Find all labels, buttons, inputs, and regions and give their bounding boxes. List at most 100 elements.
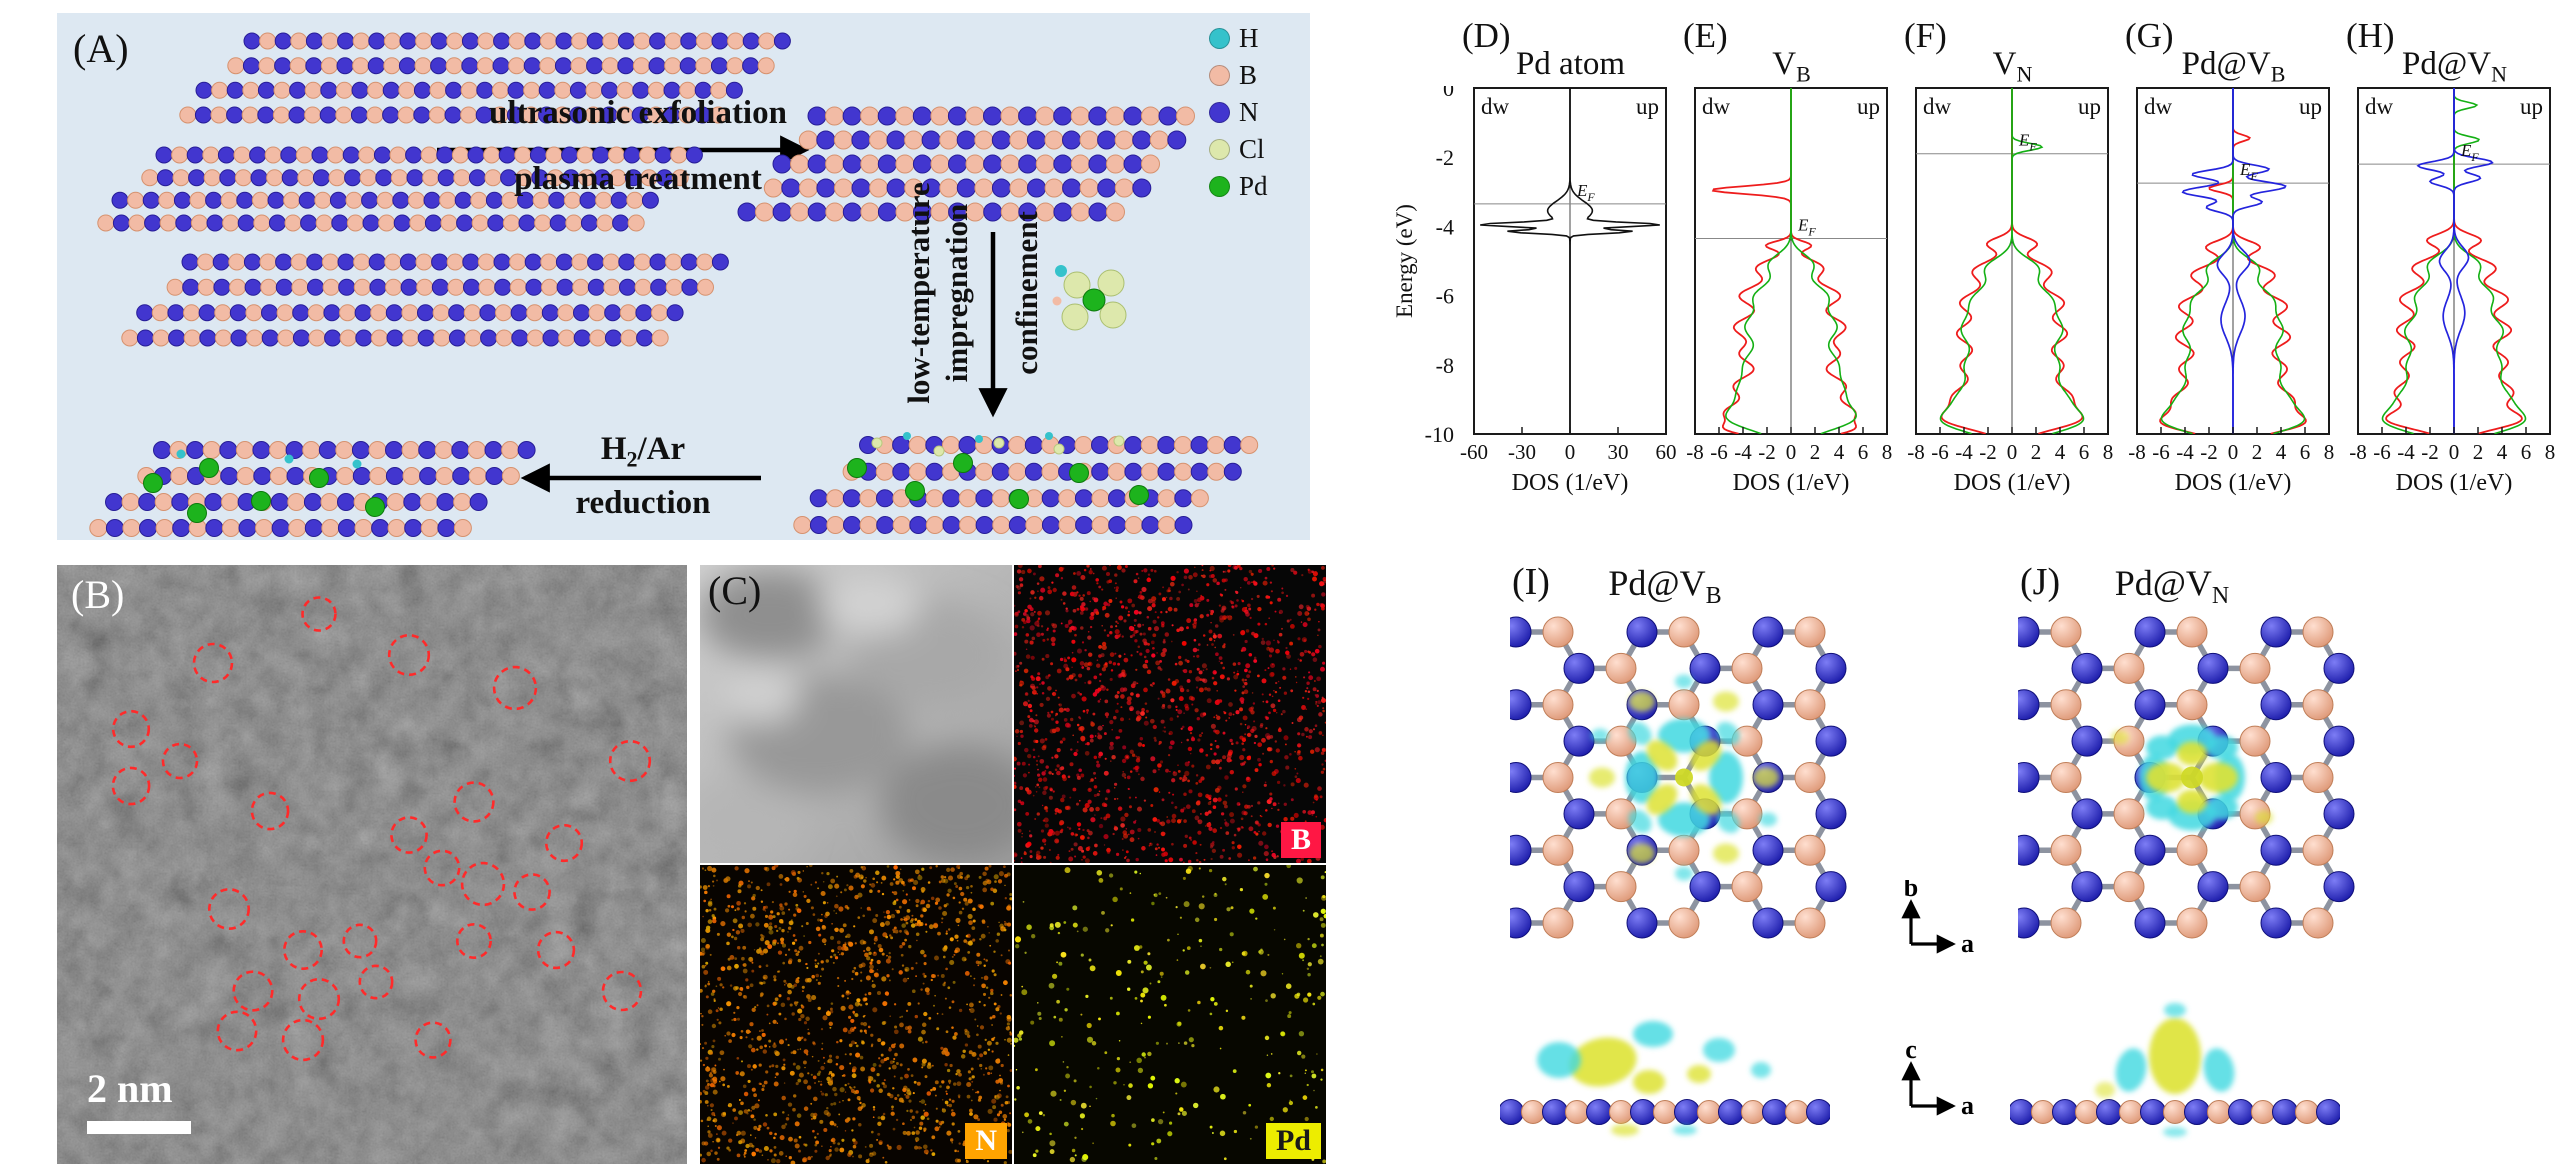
legend-dot-cl-atom [1209, 139, 1230, 160]
svg-text:-6: -6 [2152, 440, 2170, 464]
svg-text:0: 0 [2228, 440, 2239, 464]
svg-text:2: 2 [1810, 440, 1821, 464]
axis-a-label-side: a [1961, 1091, 1974, 1120]
svg-text:up: up [1636, 94, 1659, 119]
svg-text:DOS (1/eV): DOS (1/eV) [2175, 470, 2292, 496]
svg-text:dw: dw [1923, 94, 1952, 119]
svg-text:30: 30 [1608, 440, 1629, 464]
eds-map-n: N [698, 863, 1013, 1166]
svg-text:-4: -4 [2176, 440, 2194, 464]
svg-text:0: 0 [2449, 440, 2460, 464]
legend-label-pd: Pd [1239, 171, 1268, 201]
svg-text:-4: -4 [1955, 440, 1973, 464]
svg-text:60: 60 [1656, 440, 1677, 464]
svg-text:0: 0 [1443, 86, 1454, 101]
dos-panel-pd-atom: (D) Pd atom EF dw up -60 -30 0 30 60 DOS (1/eV) [1460, 16, 1681, 498]
svg-text:2: 2 [2473, 440, 2484, 464]
svg-text:up: up [2078, 94, 2101, 119]
panel-a-label: (A) [73, 26, 129, 71]
svg-text:8: 8 [2103, 440, 2114, 464]
svg-text:-2: -2 [1979, 440, 1997, 464]
axis-indicator-ca: c a [1901, 1042, 1974, 1120]
svg-text:DOS (1/eV): DOS (1/eV) [1733, 470, 1850, 496]
axis-a-label-top: a [1961, 929, 1974, 958]
svg-text:0: 0 [2007, 440, 2018, 464]
atom-legend: H B N Cl Pd [1209, 23, 1268, 208]
svg-text:up: up [2299, 94, 2322, 119]
legend-item-n: N [1209, 97, 1268, 128]
panel-d-label: (D) [1462, 16, 1511, 55]
charge-density-section: (I) Pd@VB (J) Pd@VN b a c a [1450, 550, 2567, 1164]
panel-i-title: Pd@VB [1608, 563, 1722, 610]
panel-e-label: (E) [1683, 16, 1728, 55]
svg-text:-8: -8 [2349, 440, 2367, 464]
legend-dot-h-atom [1209, 28, 1230, 49]
charge-density-side-view-pdvb [1500, 1021, 1830, 1136]
legend-label-cl: Cl [1239, 134, 1265, 164]
dos-title-vb: VB [1772, 46, 1811, 87]
scale-bar [87, 1121, 191, 1134]
b-map-artwork [1012, 563, 1329, 864]
panel-b-stem-image: (B) 2 nm [57, 565, 687, 1164]
svg-text:dw: dw [2144, 94, 2173, 119]
charge-density-side-view-pdvn [2010, 1003, 2340, 1137]
legend-dot-b-atom [1209, 65, 1230, 86]
svg-text:dw: dw [1481, 94, 1510, 119]
dos-plots-section: 0 -2 -4 -6 -8 -10 Energy (eV) (D) Pd atom EF dw… [1396, 16, 2567, 516]
pd-map-artwork [1013, 863, 1329, 1164]
axis-c-label: c [1905, 1042, 1917, 1064]
panel-j-title: Pd@VN [2114, 563, 2230, 610]
dos-title-pd-vn: Pd@VN [2402, 46, 2507, 87]
dos-title-pd-atom: Pd atom [1515, 46, 1626, 82]
exfoliation-label-line1: ultrasonic exfoliation [489, 95, 787, 131]
panel-i-label: (I) [1512, 561, 1550, 603]
svg-text:4: 4 [1834, 440, 1845, 464]
charge-density-top-view-pdvn [2018, 616, 2355, 939]
schematic-artwork [89, 32, 1259, 537]
dos-panel-vb: (E) VB EF dw up -8 -6 -4 -2 0 2 4 6 8 DOS (1/eV) [1681, 16, 1902, 498]
svg-text:-6: -6 [1436, 284, 1454, 309]
svg-text:DOS (1/eV): DOS (1/eV) [2396, 470, 2513, 496]
svg-text:8: 8 [2545, 440, 2556, 464]
panel-f-label: (F) [1904, 16, 1947, 55]
svg-text:-4: -4 [2397, 440, 2415, 464]
impregnation-label-line1: low-temperature [901, 182, 936, 404]
svg-text:0: 0 [1786, 440, 1797, 464]
svg-text:-8: -8 [1436, 353, 1454, 378]
haadf-artwork [680, 565, 1040, 870]
svg-text:4: 4 [2055, 440, 2066, 464]
svg-text:-10: -10 [1425, 422, 1454, 447]
svg-text:-2: -2 [2200, 440, 2218, 464]
stem-image-artwork [57, 565, 687, 1164]
svg-text:DOS (1/eV): DOS (1/eV) [1512, 470, 1629, 496]
exfoliation-label-line2: plasma treatment [514, 161, 762, 197]
svg-text:6: 6 [1858, 440, 1869, 464]
dos-panel-pd-vn: (H) Pd@VN EF dw up -8 -6 -4 -2 0 2 4 6 8 DOS (1/eV) [2344, 16, 2565, 498]
svg-text:up: up [1857, 94, 1880, 119]
svg-text:6: 6 [2079, 440, 2090, 464]
svg-text:-8: -8 [1907, 440, 1925, 464]
svg-text:-60: -60 [1460, 440, 1488, 464]
svg-text:-6: -6 [2373, 440, 2391, 464]
legend-dot-n-atom [1209, 102, 1230, 123]
svg-text:6: 6 [2300, 440, 2311, 464]
eds-map-b-badge: B [1280, 821, 1321, 858]
legend-dot-pd-atom [1209, 176, 1230, 197]
svg-text:6: 6 [2521, 440, 2532, 464]
axis-b-label: b [1904, 880, 1918, 902]
eds-map-n-badge: N [965, 1122, 1007, 1159]
svg-text:8: 8 [2324, 440, 2335, 464]
panel-a-schematic: (A) ultrasonic exfoliation plasma treatm… [57, 13, 1310, 540]
dos-panel-pd-vb: (G) Pd@VB EF dw up -8 -6 -4 -2 0 2 4 6 8 DOS (1/eV) [2123, 16, 2344, 498]
charge-density-top-view-pdvb [1510, 616, 1847, 939]
svg-text:4: 4 [2497, 440, 2508, 464]
axis-indicator-ba: b a [1901, 880, 1974, 958]
svg-text:dw: dw [1702, 94, 1731, 119]
svg-text:-6: -6 [1710, 440, 1728, 464]
svg-text:DOS (1/eV): DOS (1/eV) [1954, 470, 2071, 496]
reduction-label-line2: reduction [575, 485, 711, 521]
svg-text:2: 2 [2031, 440, 2042, 464]
